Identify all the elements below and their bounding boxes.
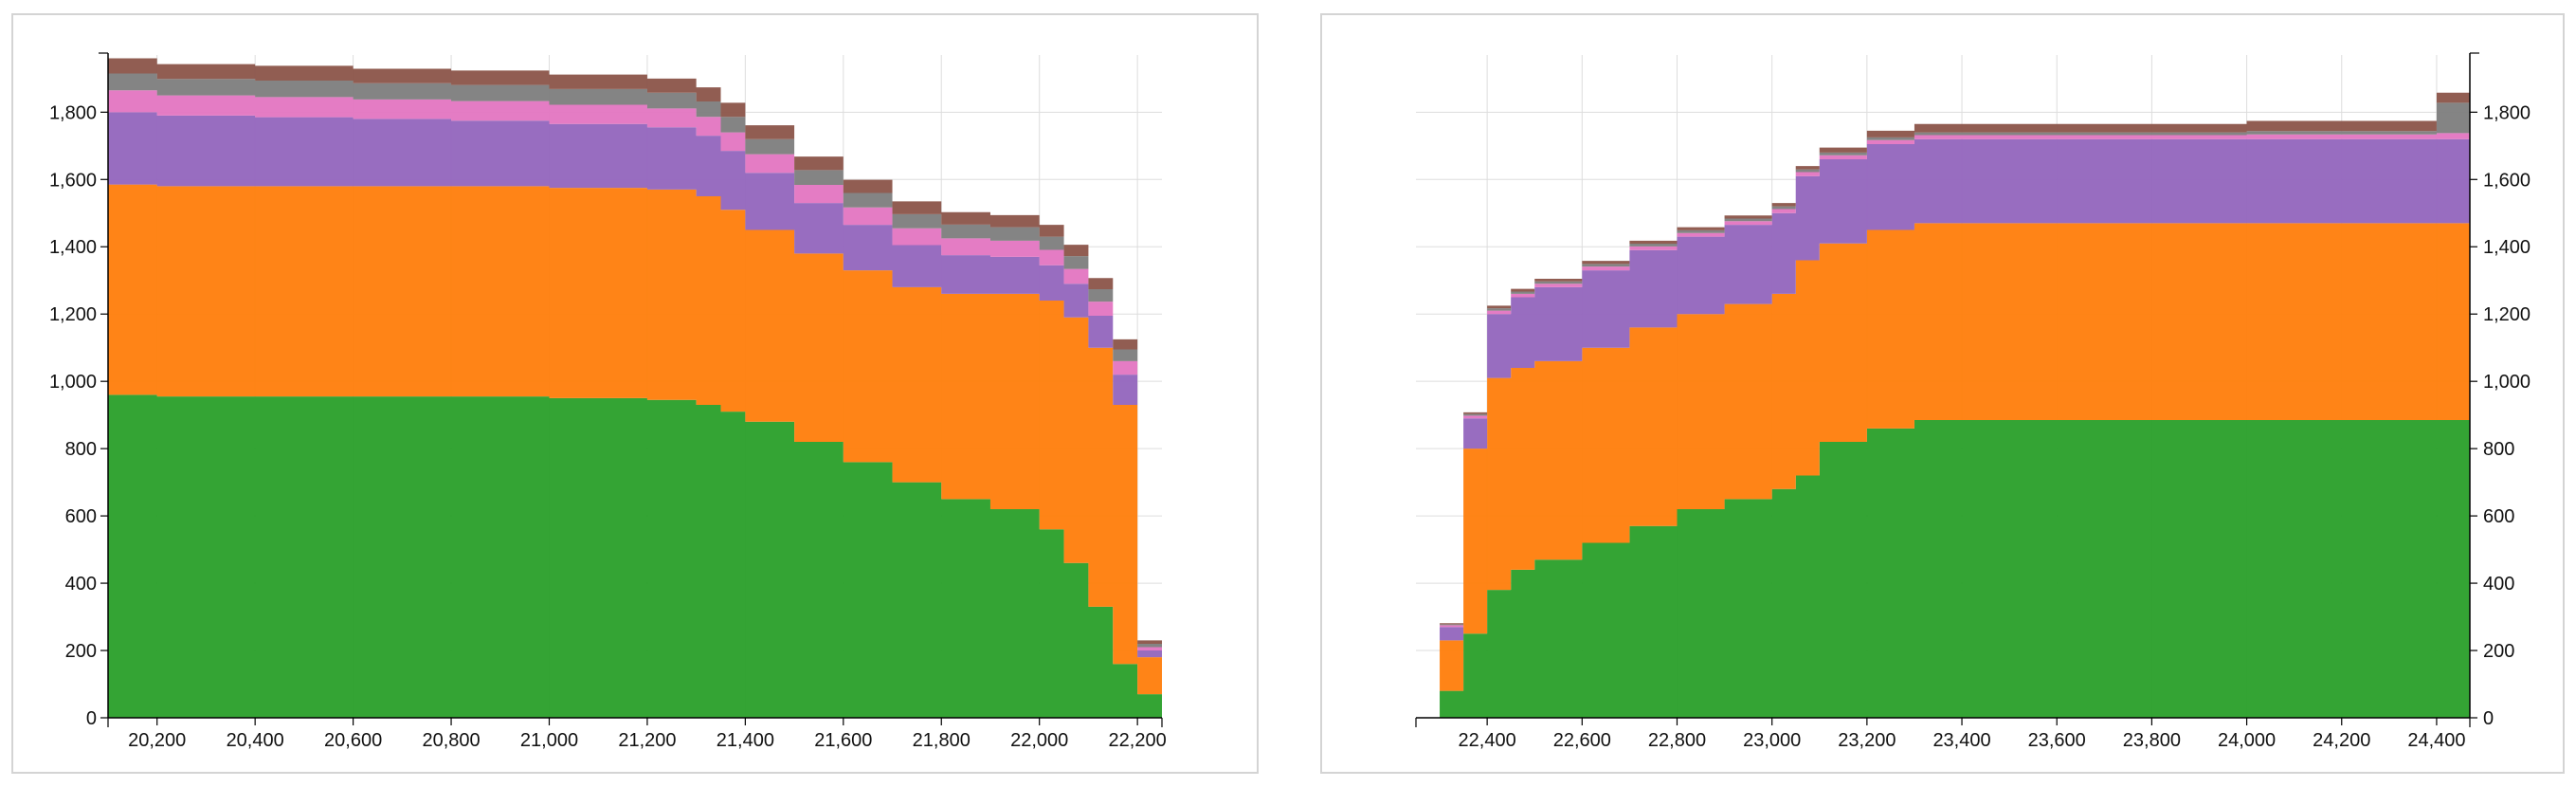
x-tick-label-3: 23,000 — [1743, 730, 1801, 751]
x-tick-label-7: 23,800 — [2123, 730, 2181, 751]
x-tick-label-4: 23,200 — [1838, 730, 1896, 751]
y-tick-label-9: 1,800 — [49, 102, 97, 123]
y-tick-label-3: 600 — [2483, 506, 2514, 527]
y-tick-label-7: 1,400 — [49, 237, 97, 258]
area-series-0 — [1416, 419, 2470, 718]
y-tick-label-8: 1,600 — [49, 170, 97, 191]
area-series-0 — [108, 394, 1162, 718]
stacked-area-chart-right: 22,400 22,600 22,800 23,000 23,200 23,400 23,6… — [1415, 52, 2531, 751]
y-tick-label-0: 0 — [2483, 708, 2494, 729]
y-tick-label-4: 800 — [65, 439, 97, 460]
x-tick-label-1: 20,400 — [227, 730, 284, 751]
x-tick-label-10: 22,200 — [1109, 730, 1167, 751]
x-tick-label-7: 21,600 — [814, 730, 872, 751]
y-tick-label-5: 1,000 — [2483, 372, 2531, 393]
x-tick-label-2: 22,800 — [1648, 730, 1706, 751]
x-tick-label-8: 24,000 — [2218, 730, 2276, 751]
area-series-3 — [108, 90, 1162, 702]
y-tick-label-6: 1,200 — [2483, 304, 2531, 325]
x-tick-label-5: 21,200 — [618, 730, 676, 751]
x-tick-label-6: 23,600 — [2028, 730, 2086, 751]
chart-panel-right: 22,400 22,600 22,800 23,000 23,200 23,400 23,6… — [1320, 13, 2565, 774]
x-tick-label-5: 23,400 — [1932, 730, 1990, 751]
y-tick-label-3: 600 — [65, 506, 97, 527]
y-tick-label-2: 400 — [2483, 574, 2514, 595]
y-tick-label-8: 1,600 — [2483, 170, 2531, 191]
x-tick-label-4: 21,000 — [520, 730, 578, 751]
y-tick-label-1: 200 — [65, 641, 97, 662]
area-series-2 — [1416, 138, 2470, 719]
y-tick-label-0: 0 — [86, 708, 97, 729]
y-tick-label-9: 1,800 — [2483, 102, 2531, 123]
y-tick-label-2: 400 — [65, 574, 97, 595]
x-tick-label-8: 21,800 — [913, 730, 971, 751]
stacked-area-chart-left: 20,200 20,400 20,600 20,800 21,000 21,200 21,4… — [49, 52, 1167, 751]
x-tick-label-1: 22,600 — [1553, 730, 1611, 751]
area-series-1 — [108, 184, 1162, 711]
x-tick-label-6: 21,400 — [717, 730, 774, 751]
y-tick-label-1: 200 — [2483, 641, 2514, 662]
x-tick-label-3: 20,800 — [422, 730, 480, 751]
x-tick-label-9: 24,200 — [2313, 730, 2370, 751]
x-tick-label-10: 24,400 — [2407, 730, 2465, 751]
area-series-2 — [108, 112, 1162, 705]
x-tick-label-0: 20,200 — [128, 730, 186, 751]
x-tick-label-9: 22,000 — [1010, 730, 1068, 751]
chart-panel-left: 20,200 20,400 20,600 20,800 21,000 21,200 21,4… — [11, 13, 1259, 774]
x-tick-label-0: 22,400 — [1459, 730, 1516, 751]
area-series-1 — [1416, 223, 2470, 719]
x-tick-label-2: 20,600 — [324, 730, 382, 751]
y-tick-label-6: 1,200 — [49, 304, 97, 325]
y-tick-label-4: 800 — [2483, 439, 2514, 460]
y-tick-label-5: 1,000 — [49, 372, 97, 393]
y-tick-label-7: 1,400 — [2483, 237, 2531, 258]
